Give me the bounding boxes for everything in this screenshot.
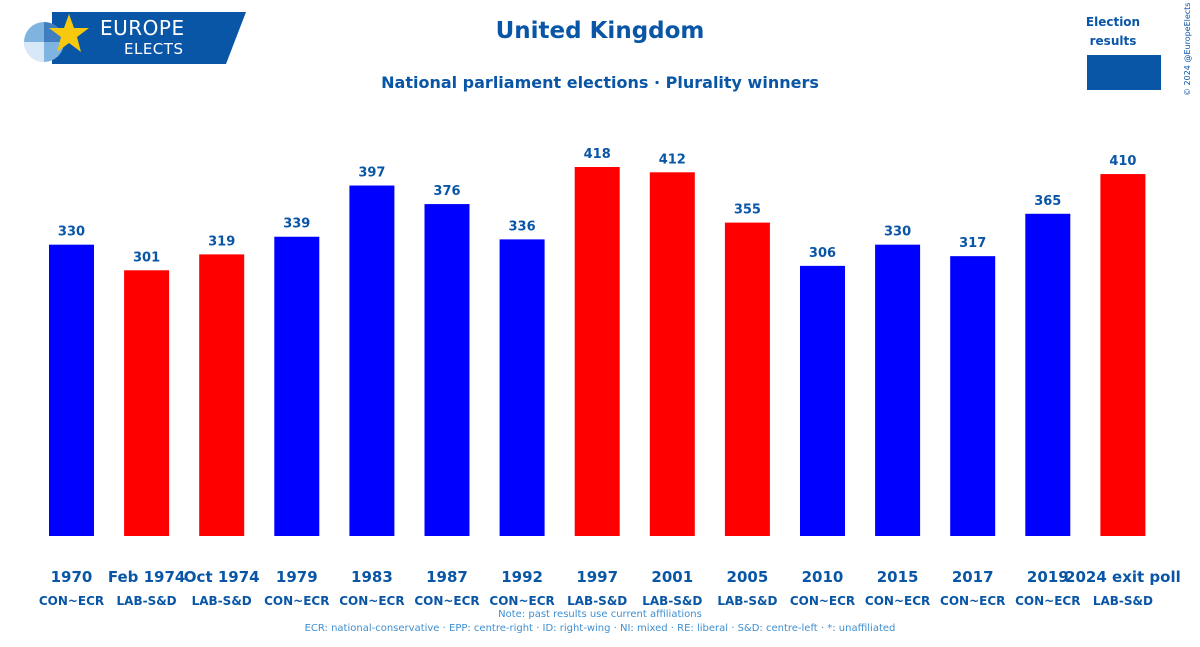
bar-value-label: 397 [358,166,385,181]
x-axis-label: Oct 1974 [184,568,260,586]
party-label: CON~ECR [1015,594,1080,608]
party-label: LAB-S&D [717,594,777,608]
legend-title: Election results [1085,15,1141,48]
bar-value-label: 355 [734,203,761,218]
bar-value-label: 339 [283,217,310,232]
party-label: CON~ECR [339,594,404,608]
chart-subtitle: National parliament elections · Pluralit… [381,73,819,92]
bar-value-label: 319 [208,234,235,249]
x-axis-label: 1970 [51,568,93,586]
bar-value-label: 330 [58,225,85,240]
bar-value-label: 336 [509,219,536,234]
bar-value-label: 410 [1109,154,1136,169]
party-label: LAB-S&D [192,594,252,608]
bar-2017 [950,256,996,536]
party-label: CON~ECR [39,594,104,608]
party-label: CON~ECR [940,594,1005,608]
logo-text-europe: EUROPE [100,16,185,40]
x-axis-label: Feb 1974 [108,568,186,586]
party-label: LAB-S&D [567,594,627,608]
x-axis-label: 2010 [802,568,844,586]
bar-feb-1974 [124,270,170,536]
bar-value-label: 317 [959,236,986,251]
party-label: LAB-S&D [1093,594,1153,608]
x-axis-label: 2024 exit poll [1065,568,1181,586]
x-axis-label: 2015 [877,568,919,586]
bar-2005 [724,222,770,536]
bar-value-label: 376 [433,184,460,199]
party-label: LAB-S&D [117,594,177,608]
bar-2001 [649,172,695,537]
x-axis-label: 1979 [276,568,318,586]
bar-value-label: 412 [659,152,686,167]
footnote-text: ECR: national-conservative · EPP: centre… [304,623,896,634]
bar-1983 [349,185,395,537]
x-axis-label: 2005 [727,568,769,586]
bar-value-label: 418 [584,147,611,162]
bar-2024-exit-poll [1100,174,1146,536]
bar-2015 [875,244,921,536]
bar-1979 [274,236,320,536]
bar-2010 [800,265,845,536]
party-label: CON~ECR [865,594,930,608]
bar-value-label: 365 [1034,194,1061,209]
europe-elects-logo [24,12,246,64]
x-axis-label: 1983 [351,568,393,586]
party-label: CON~ECR [264,594,329,608]
x-axis-label: 1987 [426,568,468,586]
x-axis-label: 2001 [651,568,693,586]
bar-value-label: 306 [809,246,836,261]
x-axis-label: 2017 [952,568,994,586]
legend-swatch [1087,55,1161,90]
bar-value-label: 301 [133,250,160,265]
bar-1997 [574,167,620,536]
party-label: CON~ECR [790,594,855,608]
x-axis-label: 2019 [1027,568,1069,586]
bar-1987 [424,204,470,537]
x-axis-label: 1997 [576,568,618,586]
bar-1992 [499,239,545,536]
bar-2019 [1025,213,1071,536]
party-label: CON~ECR [414,594,479,608]
note-text: Note: past results use current affiliati… [498,609,702,620]
bar-oct-1974 [199,254,245,537]
bar-value-label: 330 [884,225,911,240]
logo-text-elects: ELECTS [124,40,184,58]
bar-1970 [49,244,94,536]
party-label: LAB-S&D [642,594,702,608]
party-label: CON~ECR [489,594,554,608]
chart-title: United Kingdom [495,18,705,44]
x-axis-label: 1992 [501,568,543,586]
